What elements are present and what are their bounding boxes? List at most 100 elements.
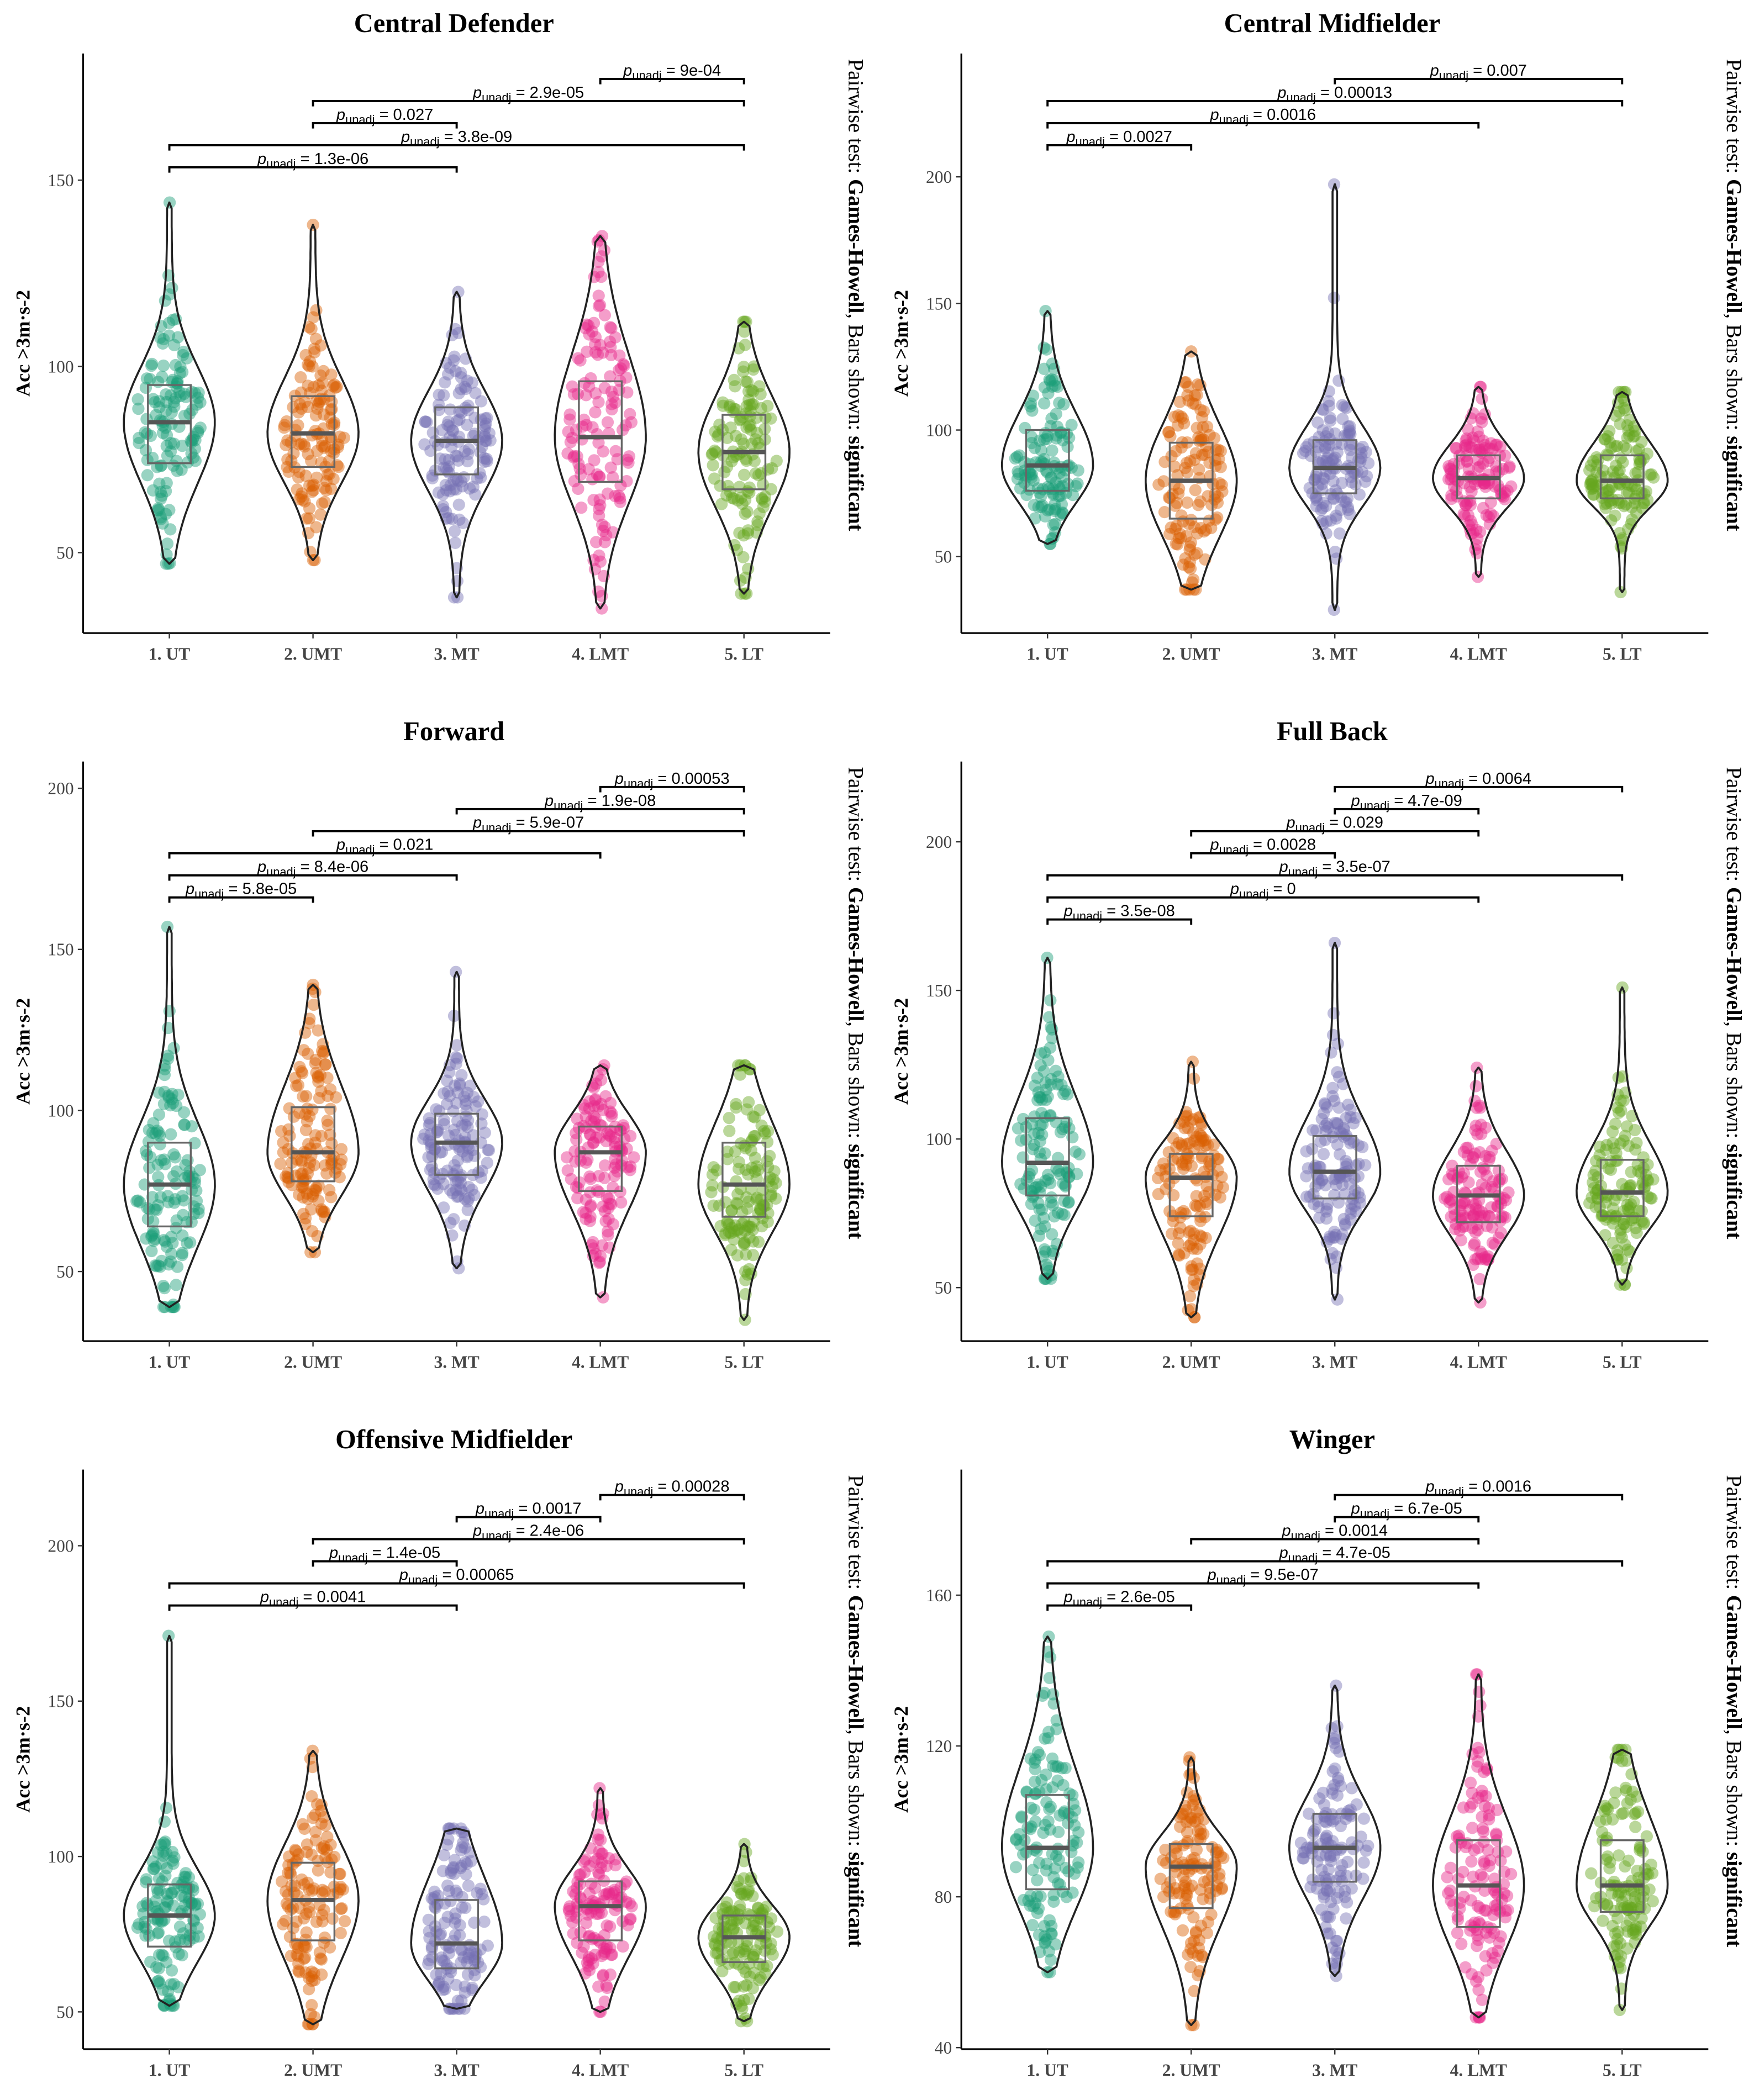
data-point [311,402,324,415]
data-point [154,511,167,524]
data-point [473,467,486,479]
significance-bracket [1046,144,1193,151]
data-point [302,1162,315,1174]
data-point [1495,1173,1509,1185]
data-point [174,389,187,403]
data-point [1495,1893,1509,1906]
data-point [1324,1927,1336,1940]
data-point [287,1922,300,1934]
data-point [183,1934,196,1947]
data-point [1200,420,1214,433]
data-point [431,1182,444,1195]
data-point [1193,1262,1206,1275]
data-point [1319,1921,1332,1934]
data-point [1615,1901,1627,1914]
p-value: 0.0014 [1339,1522,1388,1540]
data-point [1014,482,1027,495]
data-point [151,1914,164,1927]
data-point [1053,467,1066,479]
data-point [335,1143,348,1155]
data-point [1617,1205,1630,1217]
data-point [1052,1164,1065,1177]
data-point [1187,1233,1200,1247]
data-point [455,1184,468,1197]
data-point [593,549,605,562]
data-point [1606,1237,1619,1249]
data-point [608,1132,621,1144]
data-point [441,419,454,431]
data-point [739,1142,752,1155]
data-point [437,1178,450,1190]
data-point [1626,513,1639,526]
data-point [746,1249,760,1262]
data-point [151,1886,164,1900]
data-point [444,1216,457,1230]
data-point [1614,1137,1627,1150]
data-point [1608,1940,1620,1953]
data-point [1452,1832,1466,1845]
data-point [455,1069,468,1081]
data-point [177,1106,191,1119]
data-point [140,1897,153,1909]
data-point [309,1129,322,1142]
data-point [1321,1198,1334,1211]
data-point [1482,1250,1494,1263]
data-point [771,1925,784,1938]
data-point [1013,449,1026,462]
data-point [1453,457,1466,470]
data-point [571,388,584,400]
data-point [1494,1226,1508,1239]
data-point [721,431,734,445]
data-point [1463,1204,1476,1216]
data-point [1585,1867,1598,1880]
data-point [741,1908,755,1920]
significance-bracket [168,1604,458,1611]
x-tick-label: 1. UT [149,645,190,664]
data-point [1613,405,1626,418]
data-point [293,398,307,411]
data-point [1344,1207,1357,1220]
data-point [1018,1834,1031,1846]
data-point [1313,1177,1326,1190]
data-point [424,444,437,457]
data-point [1307,1124,1319,1137]
data-point [588,1855,601,1868]
data-point [1200,1197,1214,1211]
data-point [1488,1900,1502,1912]
data-point [154,1138,167,1151]
data-point [1183,1137,1196,1149]
data-point [605,403,618,416]
data-point [427,1893,440,1906]
data-point [1038,1930,1051,1943]
data-point [1051,1877,1065,1890]
data-point [574,1891,587,1904]
annotation-prefix: Pairwise test: [844,767,868,887]
data-point [1015,1810,1028,1823]
data-point [1484,508,1497,520]
data-point [310,1181,323,1194]
data-point [178,387,191,400]
data-point [417,1132,430,1145]
data-point [1048,1210,1061,1223]
data-point [1022,1895,1035,1907]
data-point [765,1188,778,1201]
data-point [1602,484,1615,497]
data-point [1182,381,1195,393]
data-point [610,1158,623,1171]
data-point [1626,1785,1639,1798]
data-point [153,1977,166,1990]
data-point [1188,389,1201,402]
data-point [1472,461,1484,474]
data-point [319,1851,332,1864]
data-point [1600,1831,1613,1844]
violin [1288,1684,1382,1977]
data-point [302,379,314,392]
data-point [1598,433,1611,446]
data-point [1165,1227,1178,1240]
data-point [1178,1122,1191,1135]
data-point [1054,508,1067,521]
data-point [1471,1755,1484,1768]
data-point [729,430,742,442]
data-point [1345,1882,1358,1895]
data-point [478,431,491,444]
